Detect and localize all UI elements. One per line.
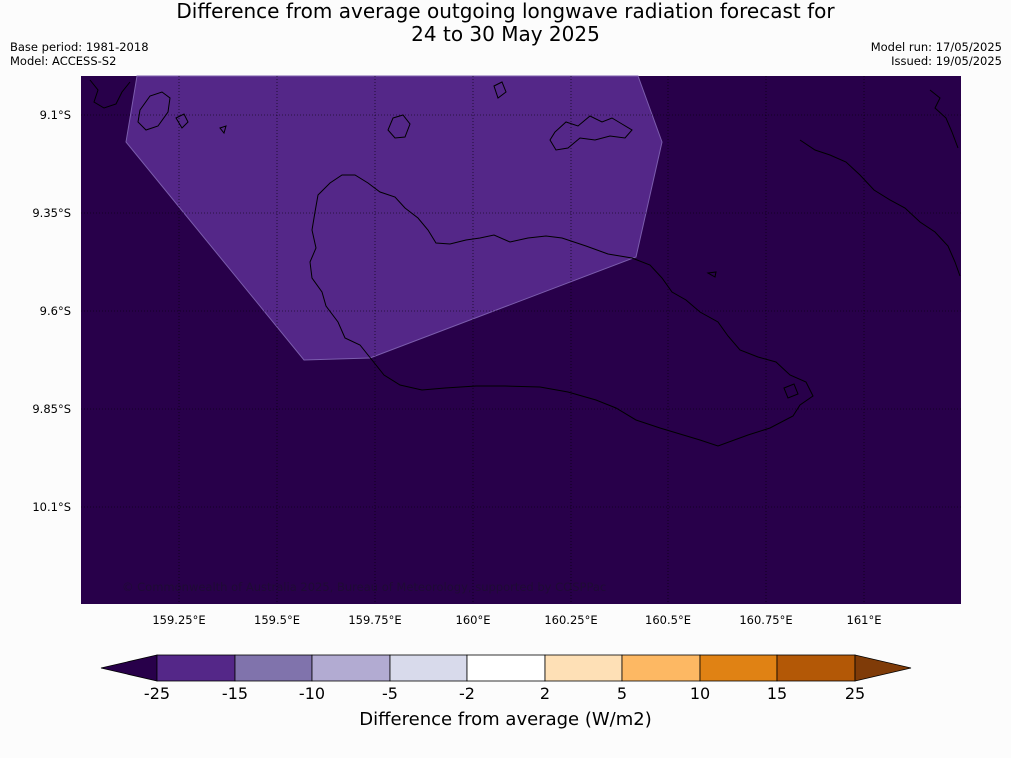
colorbar-cell-6 (544, 654, 623, 682)
lat-label-4: 9.85°S (32, 402, 71, 416)
lat-label-5: 10.1°S (32, 500, 71, 514)
lat-label-2: 9.35°S (32, 206, 71, 220)
colorbar-extend-low (100, 654, 158, 682)
colorbar-tick-8: 10 (689, 684, 711, 703)
colorbar-tick-10: 25 (844, 684, 866, 703)
lon-label-1: 159.25°E (152, 613, 206, 627)
colorbar-tick-3: -10 (298, 684, 326, 703)
lon-label-2: 159.5°E (254, 613, 300, 627)
colorbar-cell-5 (466, 654, 546, 682)
map-title: Difference from average outgoing longwav… (0, 0, 1011, 46)
colorbar-cell-1 (156, 654, 236, 682)
coast-islet-1 (175, 113, 189, 129)
colorbar-tick-9: 15 (766, 684, 788, 703)
coast-florida-islands (549, 115, 633, 151)
anomaly-region (125, 75, 663, 361)
lon-label-7: 160.75°E (739, 613, 793, 627)
colorbar-title: Difference from average (W/m2) (359, 709, 652, 730)
meta-right: Model run: 17/05/2025 Issued: 19/05/2025 (871, 40, 1002, 68)
lat-label-3: 9.6°S (39, 304, 71, 318)
colorbar-cell-9 (776, 654, 856, 682)
colorbar-cell-7 (621, 654, 701, 682)
copyright-notice: © Commonwealth of Australia 2025, Bureau… (122, 580, 607, 594)
colorbar-cell-4 (389, 654, 468, 682)
lon-label-4: 160°E (455, 613, 491, 627)
model-run: Model run: 17/05/2025 (870, 40, 1002, 54)
colorbar-cell-2 (234, 654, 313, 682)
issued-date: Issued: 19/05/2025 (891, 54, 1002, 68)
base-period: Base period: 1981-2018 (10, 40, 149, 54)
lon-label-6: 160.5°E (645, 613, 691, 627)
colorbar-tick-2: -15 (221, 684, 249, 703)
coast-savo (387, 114, 411, 139)
lon-label-5: 160.25°E (544, 613, 598, 627)
meta-left: Base period: 1981-2018 Model: ACCESS-S2 (10, 40, 149, 68)
coast-northeast (929, 89, 959, 149)
title-line-2: 24 to 30 May 2025 (411, 22, 600, 46)
colorbar-tick-6: 2 (539, 684, 551, 703)
colorbar-tick-4: -5 (382, 684, 398, 703)
coast-islet-2 (219, 125, 227, 135)
coast-malaita (799, 139, 961, 277)
lon-label-8: 161°E (846, 613, 882, 627)
model-name: Model: ACCESS-S2 (10, 54, 117, 68)
gridlines (81, 76, 961, 604)
coast-guadalcanal (309, 174, 814, 447)
coast-northwest (89, 79, 131, 109)
lon-label-3: 159.75°E (348, 613, 402, 627)
colorbar-tick-5: -2 (459, 684, 475, 703)
colorbar-cell-8 (699, 654, 778, 682)
coastlines (89, 79, 961, 447)
coast-islet-3 (706, 271, 717, 278)
colorbar-extend-high (854, 654, 912, 682)
coast-russell-islands (137, 91, 171, 131)
title-line-1: Difference from average outgoing longwav… (176, 0, 835, 23)
colorbar-cell-3 (311, 654, 391, 682)
colorbar-tick-1: -25 (143, 684, 171, 703)
colorbar-tick-7: 5 (616, 684, 628, 703)
coast-islet-5 (783, 383, 799, 399)
coast-islet-4 (493, 81, 507, 99)
colorbar (100, 654, 912, 682)
lat-label-1: 9.1°S (39, 108, 71, 122)
